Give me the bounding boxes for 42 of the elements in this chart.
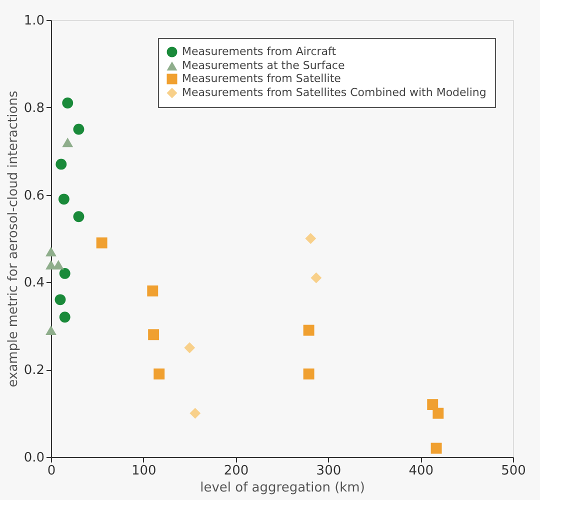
point	[46, 326, 56, 336]
point	[154, 368, 165, 380]
point	[73, 124, 84, 135]
point	[184, 342, 196, 354]
point	[58, 194, 70, 205]
legend-label: Measurements from Satellite	[182, 72, 342, 85]
point	[62, 138, 74, 148]
point	[303, 324, 314, 336]
legend-label: Measurements at the Surface	[182, 59, 345, 72]
point	[310, 272, 322, 284]
point	[427, 399, 438, 410]
point	[305, 233, 316, 244]
y-tick-label: 0.6	[24, 188, 44, 204]
legend-label: Measurements from Aircraft	[182, 45, 337, 58]
point	[46, 246, 56, 256]
point	[430, 442, 442, 454]
point	[59, 312, 70, 323]
y-tick-label: 0.8	[24, 100, 44, 116]
y-tick-label: 0.4	[24, 276, 44, 291]
point	[73, 211, 84, 222]
x-tick-label: 500	[501, 464, 526, 478]
point	[54, 294, 66, 306]
point	[432, 408, 444, 419]
y-tick-label: 0.2	[24, 363, 44, 378]
x-tick-label: 200	[224, 464, 249, 478]
point	[96, 237, 108, 248]
x-axis-title: level of aggregation (km)	[200, 480, 365, 496]
x-tick-label: 0	[47, 464, 56, 478]
point	[56, 158, 67, 170]
legend-label: Measurements from Satellites Combined with Modeling	[182, 86, 486, 99]
point	[147, 285, 158, 296]
y-axis-title: example metric for aerosol-cloud interactions	[6, 90, 21, 388]
x-tick-label: 400	[408, 464, 434, 478]
y-tick-label: 0.0	[24, 450, 44, 466]
point	[190, 408, 201, 419]
point	[59, 268, 70, 279]
point	[62, 98, 74, 108]
x-tick-label: 100	[131, 464, 156, 478]
point	[148, 329, 160, 340]
y-tick-label: 1.0	[24, 14, 44, 28]
point	[303, 368, 314, 380]
x-tick-label: 300	[316, 464, 342, 478]
